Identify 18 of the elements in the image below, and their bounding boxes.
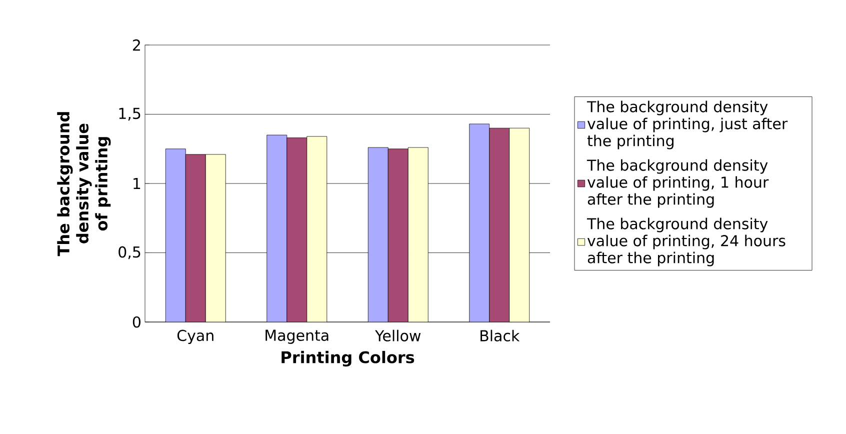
legend-label: The background density value of printing, just after the printing <box>586 100 788 150</box>
bar <box>165 148 186 322</box>
y-tick-label: 2 <box>133 39 140 51</box>
y-tick-label: 1,5 <box>119 108 140 121</box>
x-tick-label: Cyan <box>177 330 214 344</box>
x-tick-label: Yellow <box>375 330 421 342</box>
bar <box>266 134 288 322</box>
bar <box>469 124 490 322</box>
x-axis-title: Printing Colors <box>282 350 414 367</box>
legend-label: The background density value of printing, 24 hours after the printing <box>586 218 786 266</box>
y-tick-label: 1 <box>134 178 140 189</box>
bar <box>368 147 388 322</box>
y-tick-label: 0,5 <box>118 246 140 260</box>
y-axis-title: The background density value of printing <box>57 112 111 256</box>
x-tick-label: Black <box>480 330 520 342</box>
legend-label: The background density value of printing, 1 hour after the printing <box>586 159 769 208</box>
x-tick-label: Magenta <box>266 330 328 344</box>
y-tick-label: 0 <box>132 316 140 328</box>
